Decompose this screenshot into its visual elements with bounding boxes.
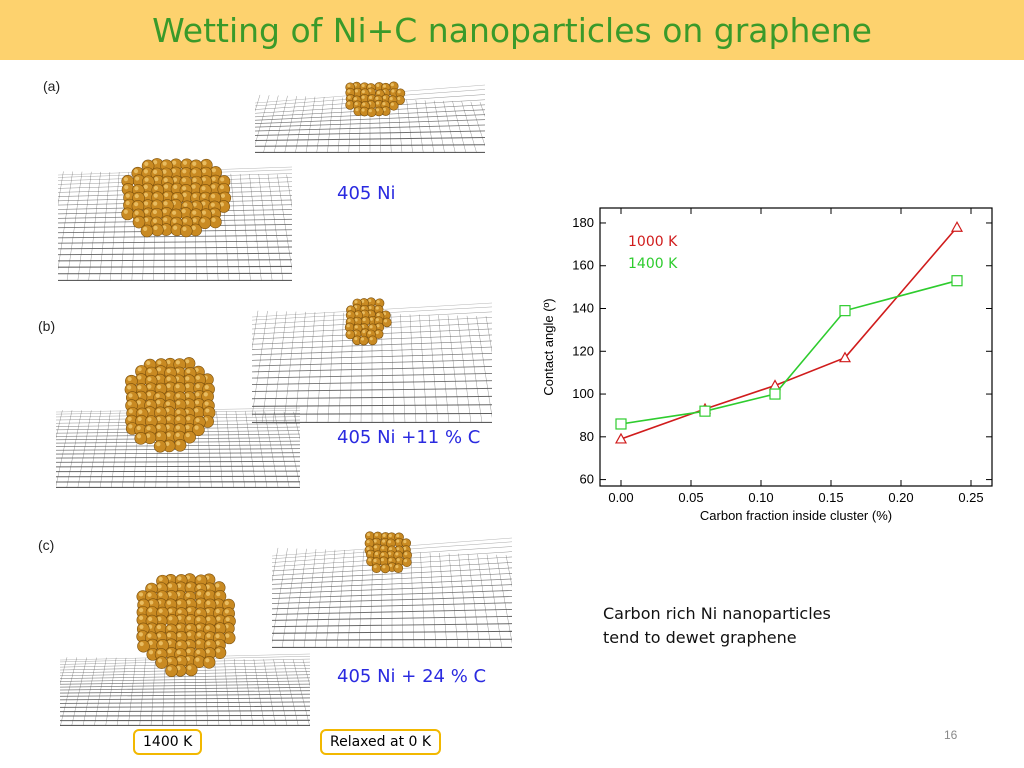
- x-axis-label: Carbon fraction inside cluster (%): [700, 508, 892, 523]
- y-tick-label: 180: [572, 215, 594, 230]
- x-tick-label: 0.15: [818, 490, 843, 505]
- note-line-2: tend to dewet graphene: [603, 628, 797, 647]
- panel-b-perspective-view: [252, 297, 492, 423]
- caption-a: 405 Ni: [337, 183, 396, 204]
- y-tick-label: 60: [580, 472, 594, 487]
- panel-b-side-view: [56, 357, 300, 488]
- header-bar: Wetting of Ni+C nanoparticles on graphen…: [0, 0, 1024, 60]
- conclusion-note: Carbon rich Ni nanoparticles tend to dew…: [603, 602, 903, 650]
- nanoparticle-b-top: [344, 297, 392, 346]
- panel-label-a: (a): [43, 78, 61, 94]
- page-number: 16: [944, 728, 958, 742]
- data-point-triangle: [768, 379, 782, 391]
- nanoparticle-a-side: [121, 158, 232, 238]
- data-point-square: [839, 305, 851, 317]
- slide-title: Wetting of Ni+C nanoparticles on graphen…: [152, 10, 872, 50]
- data-point-triangle: [838, 351, 852, 363]
- y-tick-label: 140: [572, 301, 594, 316]
- relaxed-box: Relaxed at 0 K: [320, 729, 442, 755]
- caption-c: 405 Ni + 24 % C: [337, 666, 487, 687]
- y-tick-label: 160: [572, 258, 594, 273]
- x-tick-label: 0.00: [608, 490, 633, 505]
- temperature-box: 1400 K: [133, 729, 203, 755]
- panel-c-side-view: [60, 573, 310, 726]
- nanoparticle-a-top: [345, 81, 406, 118]
- series-line-2: [620, 279, 958, 425]
- data-point-square: [769, 388, 781, 400]
- legend-entry-2: 1400 K: [628, 256, 678, 272]
- nanoparticle-c-side: [136, 573, 236, 677]
- x-tick-label: 0.20: [888, 490, 913, 505]
- plot-frame: [599, 207, 993, 487]
- data-point-triangle: [950, 221, 964, 232]
- nanoparticle-c-top: [364, 531, 412, 574]
- data-point-square: [699, 405, 711, 417]
- data-point-triangle: [614, 432, 628, 444]
- panel-label-b: (b): [38, 318, 56, 334]
- caption-b: 405 Ni +11 % C: [337, 427, 481, 448]
- nanoparticle-b-side: [124, 357, 216, 453]
- y-tick-label: 120: [572, 343, 594, 358]
- legend-entry-1: 1000 K: [628, 234, 678, 250]
- contact-angle-chart: 0.00 0.05 0.10 0.15 0.20 0.25 60 80 100 120 140 160…: [541, 207, 993, 523]
- x-tick-label: 0.10: [748, 490, 773, 505]
- panel-a-perspective-view: [255, 81, 485, 153]
- y-tick-label: 80: [580, 429, 594, 444]
- y-axis-label: Contact angle (º): [541, 298, 556, 395]
- data-point-square: [615, 418, 627, 430]
- x-tick-label: 0.05: [678, 490, 703, 505]
- note-line-1: Carbon rich Ni nanoparticles: [603, 604, 831, 623]
- panel-a-side-view: [58, 158, 292, 281]
- x-tick-label: 0.25: [958, 490, 983, 505]
- graphene-sheet: [272, 537, 512, 648]
- data-point-square: [951, 275, 963, 287]
- graphene-sheet: [255, 84, 485, 153]
- panel-c-perspective-view: [272, 531, 512, 648]
- panel-label-c: (c): [38, 537, 55, 553]
- y-tick-label: 100: [572, 386, 594, 401]
